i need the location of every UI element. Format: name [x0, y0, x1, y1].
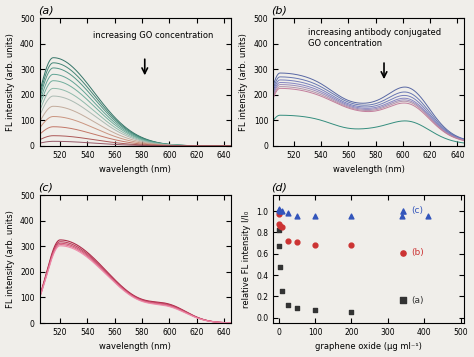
Point	[278, 288, 286, 294]
Point	[293, 239, 301, 245]
Y-axis label: FL intensity (arb. units): FL intensity (arb. units)	[6, 210, 15, 308]
Point	[278, 208, 286, 214]
Text: (a): (a)	[411, 296, 423, 305]
Point	[275, 243, 283, 249]
Text: (c): (c)	[38, 183, 53, 193]
X-axis label: wavelength (nm): wavelength (nm)	[99, 165, 171, 174]
Y-axis label: FL intensity (arb. units): FL intensity (arb. units)	[6, 33, 15, 131]
Point	[293, 305, 301, 311]
Point	[347, 242, 355, 248]
Point	[275, 296, 283, 301]
Text: (b): (b)	[411, 248, 424, 257]
Point	[284, 210, 292, 216]
Point	[275, 221, 283, 227]
Text: (b): (b)	[271, 5, 287, 15]
Point	[275, 211, 283, 217]
Point	[275, 256, 283, 262]
Point	[311, 307, 319, 313]
Point	[311, 242, 319, 248]
Text: increasing GO concentration: increasing GO concentration	[93, 31, 213, 40]
Point	[275, 221, 283, 227]
Point	[399, 213, 406, 219]
Point	[275, 207, 283, 213]
X-axis label: wavelength (nm): wavelength (nm)	[333, 165, 405, 174]
Text: increasing antibody conjugated
GO concentration: increasing antibody conjugated GO concen…	[308, 28, 441, 48]
Text: (a): (a)	[38, 5, 53, 15]
Point	[347, 213, 355, 219]
Text: (c): (c)	[411, 206, 423, 215]
Y-axis label: relative FL intensity I/I₀: relative FL intensity I/I₀	[242, 211, 251, 308]
Text: (d): (d)	[271, 183, 287, 193]
X-axis label: wavelength (nm): wavelength (nm)	[99, 342, 171, 351]
Point	[293, 213, 301, 219]
Point	[278, 224, 286, 230]
Point	[424, 213, 432, 219]
Point	[275, 227, 283, 233]
Point	[284, 238, 292, 244]
Point	[277, 208, 284, 214]
X-axis label: graphene oxide (μg ml⁻¹): graphene oxide (μg ml⁻¹)	[315, 342, 422, 351]
Point	[284, 302, 292, 308]
Point	[347, 310, 355, 315]
Point	[277, 223, 284, 229]
Point	[277, 264, 284, 270]
Y-axis label: FL intensity (arb. units): FL intensity (arb. units)	[239, 33, 248, 131]
Point	[275, 206, 283, 212]
Point	[311, 213, 319, 219]
